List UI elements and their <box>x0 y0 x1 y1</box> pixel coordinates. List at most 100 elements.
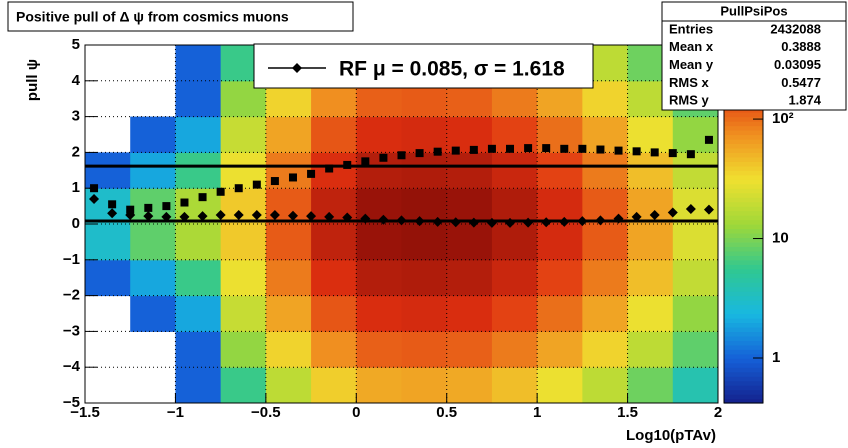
diamond-marker <box>631 211 642 222</box>
x-tick-label: −1 <box>167 404 184 421</box>
colorbar-slice <box>724 291 763 297</box>
heat-cell <box>582 331 629 368</box>
colorbar-slice <box>724 134 763 140</box>
colorbar-slice <box>724 268 763 274</box>
square-marker <box>108 200 117 209</box>
heat-cell <box>220 331 267 368</box>
stats-key: Mean y <box>669 57 714 72</box>
colorbar-slice <box>724 331 763 337</box>
heat-cell <box>311 152 357 189</box>
legend-marker <box>292 63 302 73</box>
heat-cell <box>446 188 493 225</box>
diamond-marker <box>559 216 570 227</box>
diamond-marker <box>360 213 371 224</box>
colorbar-slice <box>724 121 763 127</box>
colorbar-slice <box>724 206 763 212</box>
square-marker <box>361 157 370 166</box>
stats-title: PullPsiPos <box>720 3 787 18</box>
heat-cell <box>175 45 222 82</box>
heat-cell <box>446 331 493 368</box>
diamond-marker <box>269 210 280 221</box>
colorbar-slice <box>724 362 763 368</box>
heat-cell <box>672 295 719 332</box>
heat-cell <box>491 295 538 332</box>
legend-box <box>253 43 594 89</box>
colorbar-slice <box>724 335 763 341</box>
square-marker <box>650 148 659 157</box>
heat-cell <box>491 331 538 368</box>
diamond-marker <box>287 210 298 221</box>
heat-cell <box>491 188 538 225</box>
colorbar-slice <box>724 165 763 171</box>
heat-cell <box>265 295 312 332</box>
diamond-marker <box>396 215 407 226</box>
heat-cell <box>627 116 674 153</box>
heat-cell <box>85 259 131 297</box>
heat-cell <box>311 116 357 153</box>
colorbar-slice <box>724 215 763 221</box>
heat-cell <box>175 224 222 261</box>
heat-cell <box>672 116 719 153</box>
stats-value: 0.5477 <box>781 75 821 90</box>
heat-cell <box>627 224 674 261</box>
diamond-marker <box>179 211 190 222</box>
heat-cell <box>627 295 674 332</box>
heat-cell <box>175 367 222 404</box>
heat-cell <box>491 259 538 297</box>
heat-cell <box>265 331 312 368</box>
heat-cell <box>356 331 402 368</box>
heat-cell <box>220 259 267 297</box>
colorbar-slice <box>724 183 763 189</box>
heat-cell <box>175 80 222 118</box>
square-marker <box>704 135 713 144</box>
diamond-marker <box>432 216 443 227</box>
square-marker <box>180 198 189 207</box>
y-tick-label: 3 <box>72 108 80 125</box>
heat-cell <box>265 259 312 297</box>
colorbar-slice <box>724 201 763 207</box>
colorbar-slice <box>724 156 763 162</box>
colorbar-slice <box>724 273 763 279</box>
x-tick-label: 1.5 <box>617 404 638 421</box>
diamond-marker <box>306 211 317 222</box>
diamond-marker <box>233 210 244 221</box>
stats-key: Entries <box>669 21 713 36</box>
x-tick-label: −1.5 <box>70 404 100 421</box>
square-marker <box>542 144 551 153</box>
heat-cell <box>130 152 176 189</box>
heat-cell <box>311 367 357 404</box>
heat-cell <box>537 224 583 261</box>
heat-cell <box>401 188 448 225</box>
colorbar-slice <box>724 349 763 355</box>
diamond-marker <box>595 215 606 226</box>
stats-key: RMS x <box>669 75 710 90</box>
colorbar-slice <box>724 219 763 225</box>
colorbar-slice <box>724 255 763 261</box>
diamond-marker <box>505 217 516 228</box>
heat-cell <box>401 224 448 261</box>
colorbar-slice <box>724 152 763 158</box>
colorbar-slice <box>724 197 763 203</box>
colorbar-slice <box>724 322 763 328</box>
heat-cell <box>537 331 583 368</box>
square-marker <box>487 144 496 153</box>
heat-cell <box>537 152 583 189</box>
stats-value: 2432088 <box>770 21 821 36</box>
colorbar-slice <box>724 326 763 332</box>
heat-cell <box>537 295 583 332</box>
colorbar-tick-label: 10² <box>772 110 794 127</box>
colorbar-slice <box>724 380 763 386</box>
square-marker <box>90 184 99 193</box>
heat-cell <box>85 152 131 189</box>
y-tick-label: −2 <box>63 287 80 304</box>
diamond-marker <box>703 204 714 215</box>
square-marker <box>379 153 388 162</box>
diamond-marker <box>324 211 335 222</box>
square-marker <box>234 184 243 193</box>
square-marker <box>270 177 279 186</box>
diamond-marker <box>541 217 552 228</box>
colorbar-slice <box>724 237 763 243</box>
diamond-marker <box>143 211 154 222</box>
heat-cell <box>672 367 719 404</box>
